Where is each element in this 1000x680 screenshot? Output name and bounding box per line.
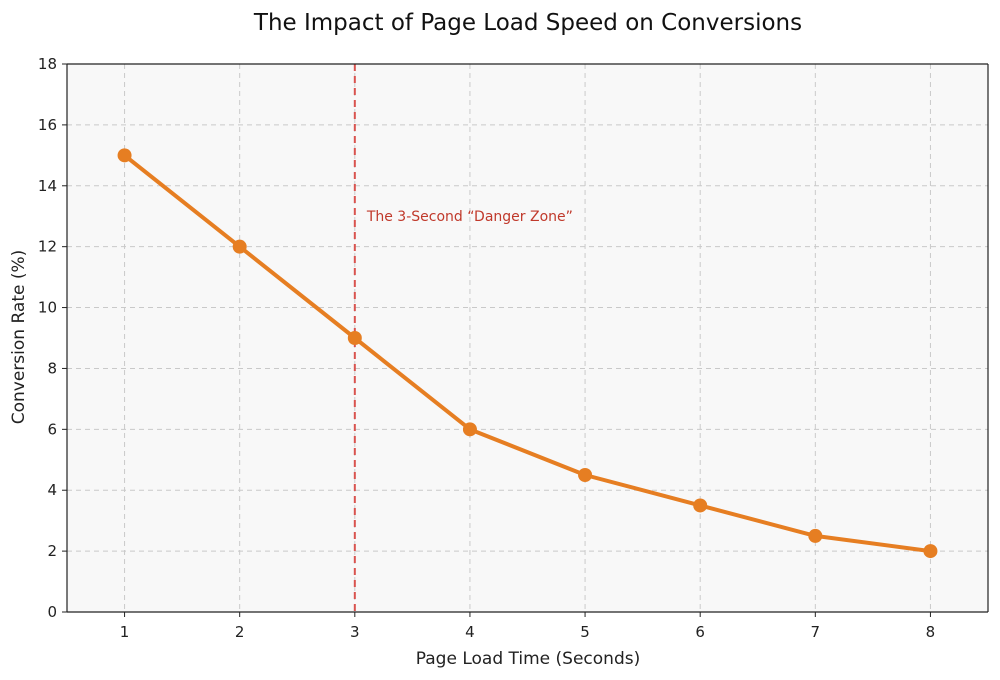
x-tick-label: 7: [811, 623, 821, 641]
x-tick-label: 4: [465, 623, 475, 641]
x-tick-label: 8: [926, 623, 936, 641]
data-point: [462, 422, 477, 437]
x-tick-label: 6: [695, 623, 705, 641]
chart-title: The Impact of Page Load Speed on Convers…: [253, 10, 802, 36]
data-point: [693, 498, 708, 513]
data-point: [923, 544, 938, 559]
y-tick-label: 14: [38, 177, 57, 195]
y-tick-label: 8: [47, 359, 57, 377]
x-tick-label: 3: [350, 623, 360, 641]
y-tick-label: 0: [47, 603, 57, 621]
x-axis-label: Page Load Time (Seconds): [416, 649, 640, 669]
y-tick-label: 6: [47, 420, 57, 438]
y-tick-label: 2: [47, 542, 57, 560]
plot-area: [67, 64, 988, 612]
series-line: [122, 153, 933, 554]
y-ticks: 0 2 4 6 8 10 12 14 16 18: [38, 55, 67, 621]
y-tick-label: 16: [38, 116, 57, 134]
axes: [66, 63, 989, 613]
y-tick-label: 12: [38, 238, 57, 256]
x-tick-label: 5: [580, 623, 590, 641]
x-ticks: 1 2 3 4 5 6 7 8: [120, 612, 935, 641]
data-point: [232, 239, 247, 254]
y-axis-label: Conversion Rate (%): [9, 250, 29, 425]
danger-zone-label: The 3-Second “Danger Zone”: [366, 209, 573, 225]
y-tick-label: 10: [38, 299, 57, 317]
data-point: [347, 331, 362, 345]
x-tick-label: 2: [235, 623, 245, 641]
data-point: [578, 468, 593, 482]
y-tick-label: 4: [47, 481, 57, 499]
series-layer: [117, 148, 938, 559]
data-point: [117, 148, 132, 163]
data-point: [808, 528, 823, 543]
annotation-layer: The 3-Second “Danger Zone”: [353, 64, 573, 612]
x-tick-label: 1: [120, 623, 130, 641]
y-tick-label: 18: [38, 55, 57, 73]
